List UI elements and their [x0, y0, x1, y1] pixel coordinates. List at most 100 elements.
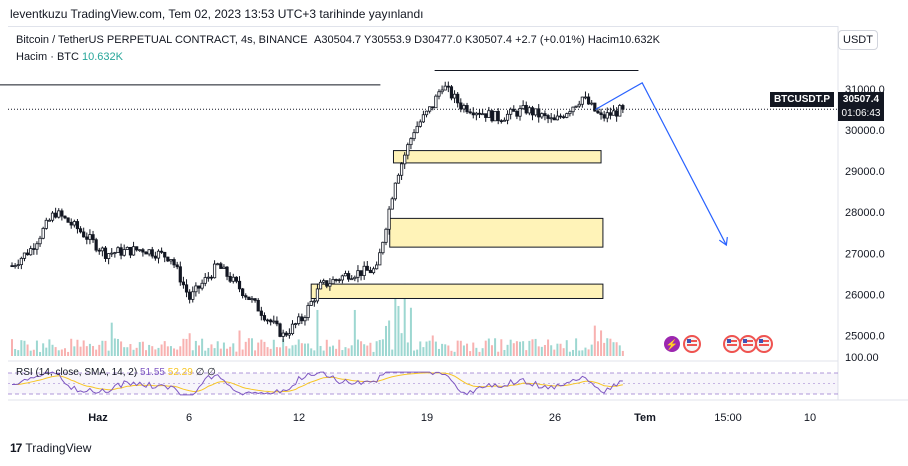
candle-body	[113, 252, 117, 255]
volume-bar	[154, 349, 157, 356]
volume-bar	[76, 339, 79, 356]
volume-bar	[307, 343, 310, 356]
volume-bar	[459, 340, 462, 356]
candle-body	[459, 102, 463, 110]
volume-bar	[88, 343, 91, 356]
candle-body	[574, 105, 578, 108]
volume-bar	[328, 346, 331, 356]
candle-body	[16, 264, 20, 267]
candle-body	[399, 163, 404, 176]
candle-body	[452, 93, 457, 99]
candle-body	[428, 106, 432, 112]
volume-bar	[600, 330, 603, 356]
volume-bar	[169, 346, 172, 356]
lightning-icon[interactable]	[664, 336, 680, 352]
candle-body	[496, 110, 500, 122]
symbol-title[interactable]: Bitcoin / TetherUS PERPETUAL CONTRACT, 4…	[16, 34, 308, 46]
candle-body	[456, 93, 460, 104]
candle-body	[343, 273, 348, 277]
volume-bar	[534, 338, 537, 356]
volume-bar	[612, 342, 615, 356]
candle-body	[191, 291, 195, 300]
volume-bar	[179, 346, 182, 356]
candle-body	[477, 112, 482, 115]
volume-bar	[512, 343, 515, 356]
volume-bar	[138, 342, 141, 356]
candle-body	[362, 265, 366, 276]
bar-countdown: 01:06:43	[841, 108, 881, 119]
volume-bar	[350, 345, 353, 356]
x-tick-label: 26	[549, 412, 561, 424]
volume-bar	[618, 345, 621, 356]
candle-body	[552, 117, 556, 121]
candle-body	[166, 256, 170, 262]
candle-body	[565, 113, 569, 118]
y-tick-label: 26000.0	[845, 289, 885, 301]
candle-body	[156, 250, 161, 259]
candle-body	[353, 276, 357, 280]
candle-body	[54, 212, 58, 218]
volume-bar	[456, 340, 459, 356]
flag-stripe	[743, 340, 753, 342]
candle-body	[237, 280, 242, 290]
volume-bar	[157, 347, 160, 356]
volume-bar	[596, 341, 599, 356]
volume-bar	[113, 338, 116, 356]
volume-bar	[590, 344, 593, 356]
volume-bar	[207, 347, 210, 356]
volume-bar	[372, 351, 375, 356]
candle-body	[91, 234, 95, 241]
tradingview-logo[interactable]: 17 TradingView	[10, 441, 91, 455]
volume-bar	[428, 340, 431, 356]
volume-bar	[332, 345, 335, 356]
candle-body	[200, 282, 204, 289]
volume-bar	[338, 339, 341, 356]
volume-bar	[20, 340, 23, 356]
x-tick-label: 10	[804, 412, 816, 424]
candle-body	[250, 298, 254, 301]
volume-bar	[263, 341, 266, 356]
candle-body	[203, 277, 207, 284]
volume-bar	[347, 348, 350, 356]
candle-body	[66, 217, 70, 223]
candle-body	[194, 285, 198, 293]
candle-body	[474, 112, 478, 116]
candle-body	[178, 266, 182, 283]
volume-bar	[70, 338, 73, 356]
candle-body	[262, 315, 267, 321]
volume-bar	[291, 345, 294, 356]
volume-bar	[145, 350, 148, 356]
candle-body	[387, 208, 391, 230]
candle-body	[618, 105, 622, 117]
currency-selector[interactable]: USDT	[838, 30, 878, 50]
volume-bar	[565, 340, 568, 356]
volume-bar	[603, 342, 606, 356]
x-tick-label: 15:00	[714, 412, 742, 424]
volume-bar	[272, 339, 275, 356]
volume-bar	[163, 341, 166, 356]
candle-body	[487, 110, 491, 118]
candle-body	[431, 106, 435, 109]
flag-stripe	[727, 344, 737, 346]
volume-bar	[584, 347, 587, 356]
volume-bar	[294, 344, 297, 356]
rsi-band	[8, 373, 838, 394]
volume-bar	[126, 347, 129, 356]
volume-bar	[173, 348, 176, 356]
candle-body	[396, 174, 401, 184]
candle-body	[50, 212, 55, 221]
volume-bar	[35, 340, 38, 356]
volume-bar	[316, 309, 319, 356]
candle-body	[549, 117, 553, 120]
flag-canton	[759, 339, 763, 343]
rsi-title[interactable]: RSI (14, close, SMA, 14, 2)	[16, 367, 138, 378]
flag-stripe	[687, 340, 697, 342]
volume-bar	[425, 341, 428, 356]
volume-bar	[403, 283, 406, 356]
candle-body	[300, 316, 304, 322]
candle-body	[63, 215, 67, 219]
volume-bar	[11, 339, 13, 356]
volume-bar	[559, 343, 562, 356]
candle-body	[449, 86, 454, 99]
